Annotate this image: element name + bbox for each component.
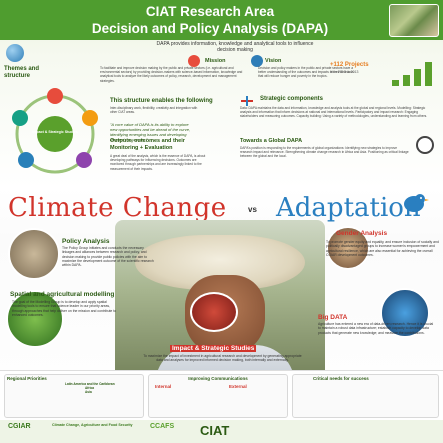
projects-bar bbox=[414, 69, 421, 86]
projects-bar bbox=[403, 75, 410, 86]
vision-text: Decision and policy makers in the public… bbox=[258, 66, 354, 79]
regional-item-asia: Asia bbox=[85, 390, 92, 395]
global-text: DAPA's position is responding to the req… bbox=[240, 146, 409, 159]
policy-title: Policy Analysis bbox=[62, 238, 110, 245]
spatial-map bbox=[6, 290, 64, 348]
gender-photo bbox=[326, 226, 370, 270]
spatial-title: Spatial and agricultural modelling bbox=[10, 291, 115, 298]
enable-text: Inter-disciplinary work, flexibility, cr… bbox=[110, 106, 198, 115]
ccafs-program-logo: Climate Change, Agriculture and Food Sec… bbox=[52, 423, 133, 427]
regional-title: Regional Priorities bbox=[7, 376, 47, 381]
bigdata-photo bbox=[380, 288, 430, 338]
page-title: CIAT Research Area Decision and Policy A… bbox=[60, 3, 360, 37]
projects-headline: +112 Projects from 2010 to 2013 bbox=[330, 62, 390, 76]
projects-period: from 2010 to 2013 bbox=[330, 70, 359, 74]
outputs-text: A great deal of the analysis, which is t… bbox=[110, 154, 206, 171]
bigdata-title: Big DATA bbox=[318, 314, 348, 321]
team-photo bbox=[389, 4, 439, 37]
adaptation-heading: Adaptation bbox=[276, 193, 421, 223]
cycle-node-2 bbox=[82, 110, 98, 126]
policy-photo bbox=[8, 228, 60, 280]
impact-text: To maximize the impact of investment in … bbox=[143, 354, 302, 363]
themes-label: Themes and structure bbox=[4, 66, 40, 79]
critical-needs-box: Critical needs for success bbox=[292, 374, 439, 418]
critical-title: Critical needs for success bbox=[313, 376, 369, 381]
global-title: Towards a Global DAPA bbox=[240, 138, 303, 144]
gender-title: Gender Analysis bbox=[336, 230, 388, 237]
mission-title: Mission bbox=[205, 58, 226, 64]
mission-icon bbox=[188, 55, 200, 67]
tools-icon bbox=[241, 96, 253, 106]
cycle-node-1 bbox=[47, 88, 63, 104]
enable-title: This structure enables the following bbox=[110, 98, 213, 104]
communications-internal: Internal bbox=[155, 384, 172, 389]
strategy-text: Data: DAPA maintains the data and inform… bbox=[240, 106, 428, 119]
intro-text: DAPA provides information, knowledge and… bbox=[156, 41, 314, 53]
cycle-center-label: Impact & Strategic Studies bbox=[32, 130, 78, 134]
vision-title: Vision bbox=[265, 58, 282, 64]
title-line-1: CIAT Research Area bbox=[145, 4, 275, 19]
enable-quote: "A core value of DAPA is its ability to … bbox=[110, 122, 191, 142]
title-line-2: Decision and Policy Analysis (DAPA) bbox=[91, 21, 329, 36]
logo-strip bbox=[0, 420, 443, 443]
projects-bar bbox=[392, 80, 399, 86]
mission-text: To facilitate and improve decision makin… bbox=[100, 66, 243, 83]
communications-title: Improving Communications bbox=[188, 376, 248, 381]
communications-external: External bbox=[229, 384, 247, 389]
ciat-logo: CIAT bbox=[200, 423, 230, 438]
regional-item-africa: Africa bbox=[85, 386, 95, 391]
vs-label: vs bbox=[248, 205, 257, 214]
projects-bar bbox=[425, 62, 432, 86]
cycle-node-5 bbox=[12, 110, 28, 126]
header-bar: CIAT Research Area Decision and Policy A… bbox=[0, 0, 443, 40]
cgiar-logo: CGIAR bbox=[8, 423, 31, 430]
cycle-node-3 bbox=[76, 152, 92, 168]
gender-text: To promote gender equity and equality, a… bbox=[326, 240, 439, 257]
compass-icon bbox=[416, 136, 434, 154]
cycle-center bbox=[37, 116, 73, 152]
projects-count: +112 Projects bbox=[330, 62, 369, 68]
policy-text: The Policy Group initiates and conducts … bbox=[62, 246, 154, 268]
bigdata-text: Agriculture has entered a new era of dat… bbox=[318, 322, 434, 335]
globe-icon bbox=[6, 44, 24, 62]
structure-cycle-diagram: Impact & Strategic Studies bbox=[12, 88, 98, 174]
vision-icon bbox=[251, 55, 263, 67]
coffee-photo bbox=[190, 292, 238, 332]
impact-title: Impact & Strategic Studies bbox=[170, 345, 257, 352]
spatial-text: The goal of the Modelling Group is to de… bbox=[12, 300, 117, 317]
regional-priorities-box: Regional Priorities Latin America and th… bbox=[4, 374, 144, 418]
strategy-title: Strategic components bbox=[260, 96, 324, 102]
bird-icon bbox=[404, 194, 429, 212]
climate-change-heading: Climate Change bbox=[8, 193, 227, 223]
ccafs-logo: CCAFS bbox=[150, 423, 175, 430]
regional-item-lac: Latin America and the Caribbean bbox=[65, 382, 115, 386]
projects-bar-chart bbox=[392, 62, 436, 86]
outputs-title: Outputs, outcomes and their Monitoring +… bbox=[110, 138, 185, 151]
cycle-node-4 bbox=[18, 152, 34, 168]
communications-box: Improving Communications Internal Extern… bbox=[148, 374, 288, 418]
